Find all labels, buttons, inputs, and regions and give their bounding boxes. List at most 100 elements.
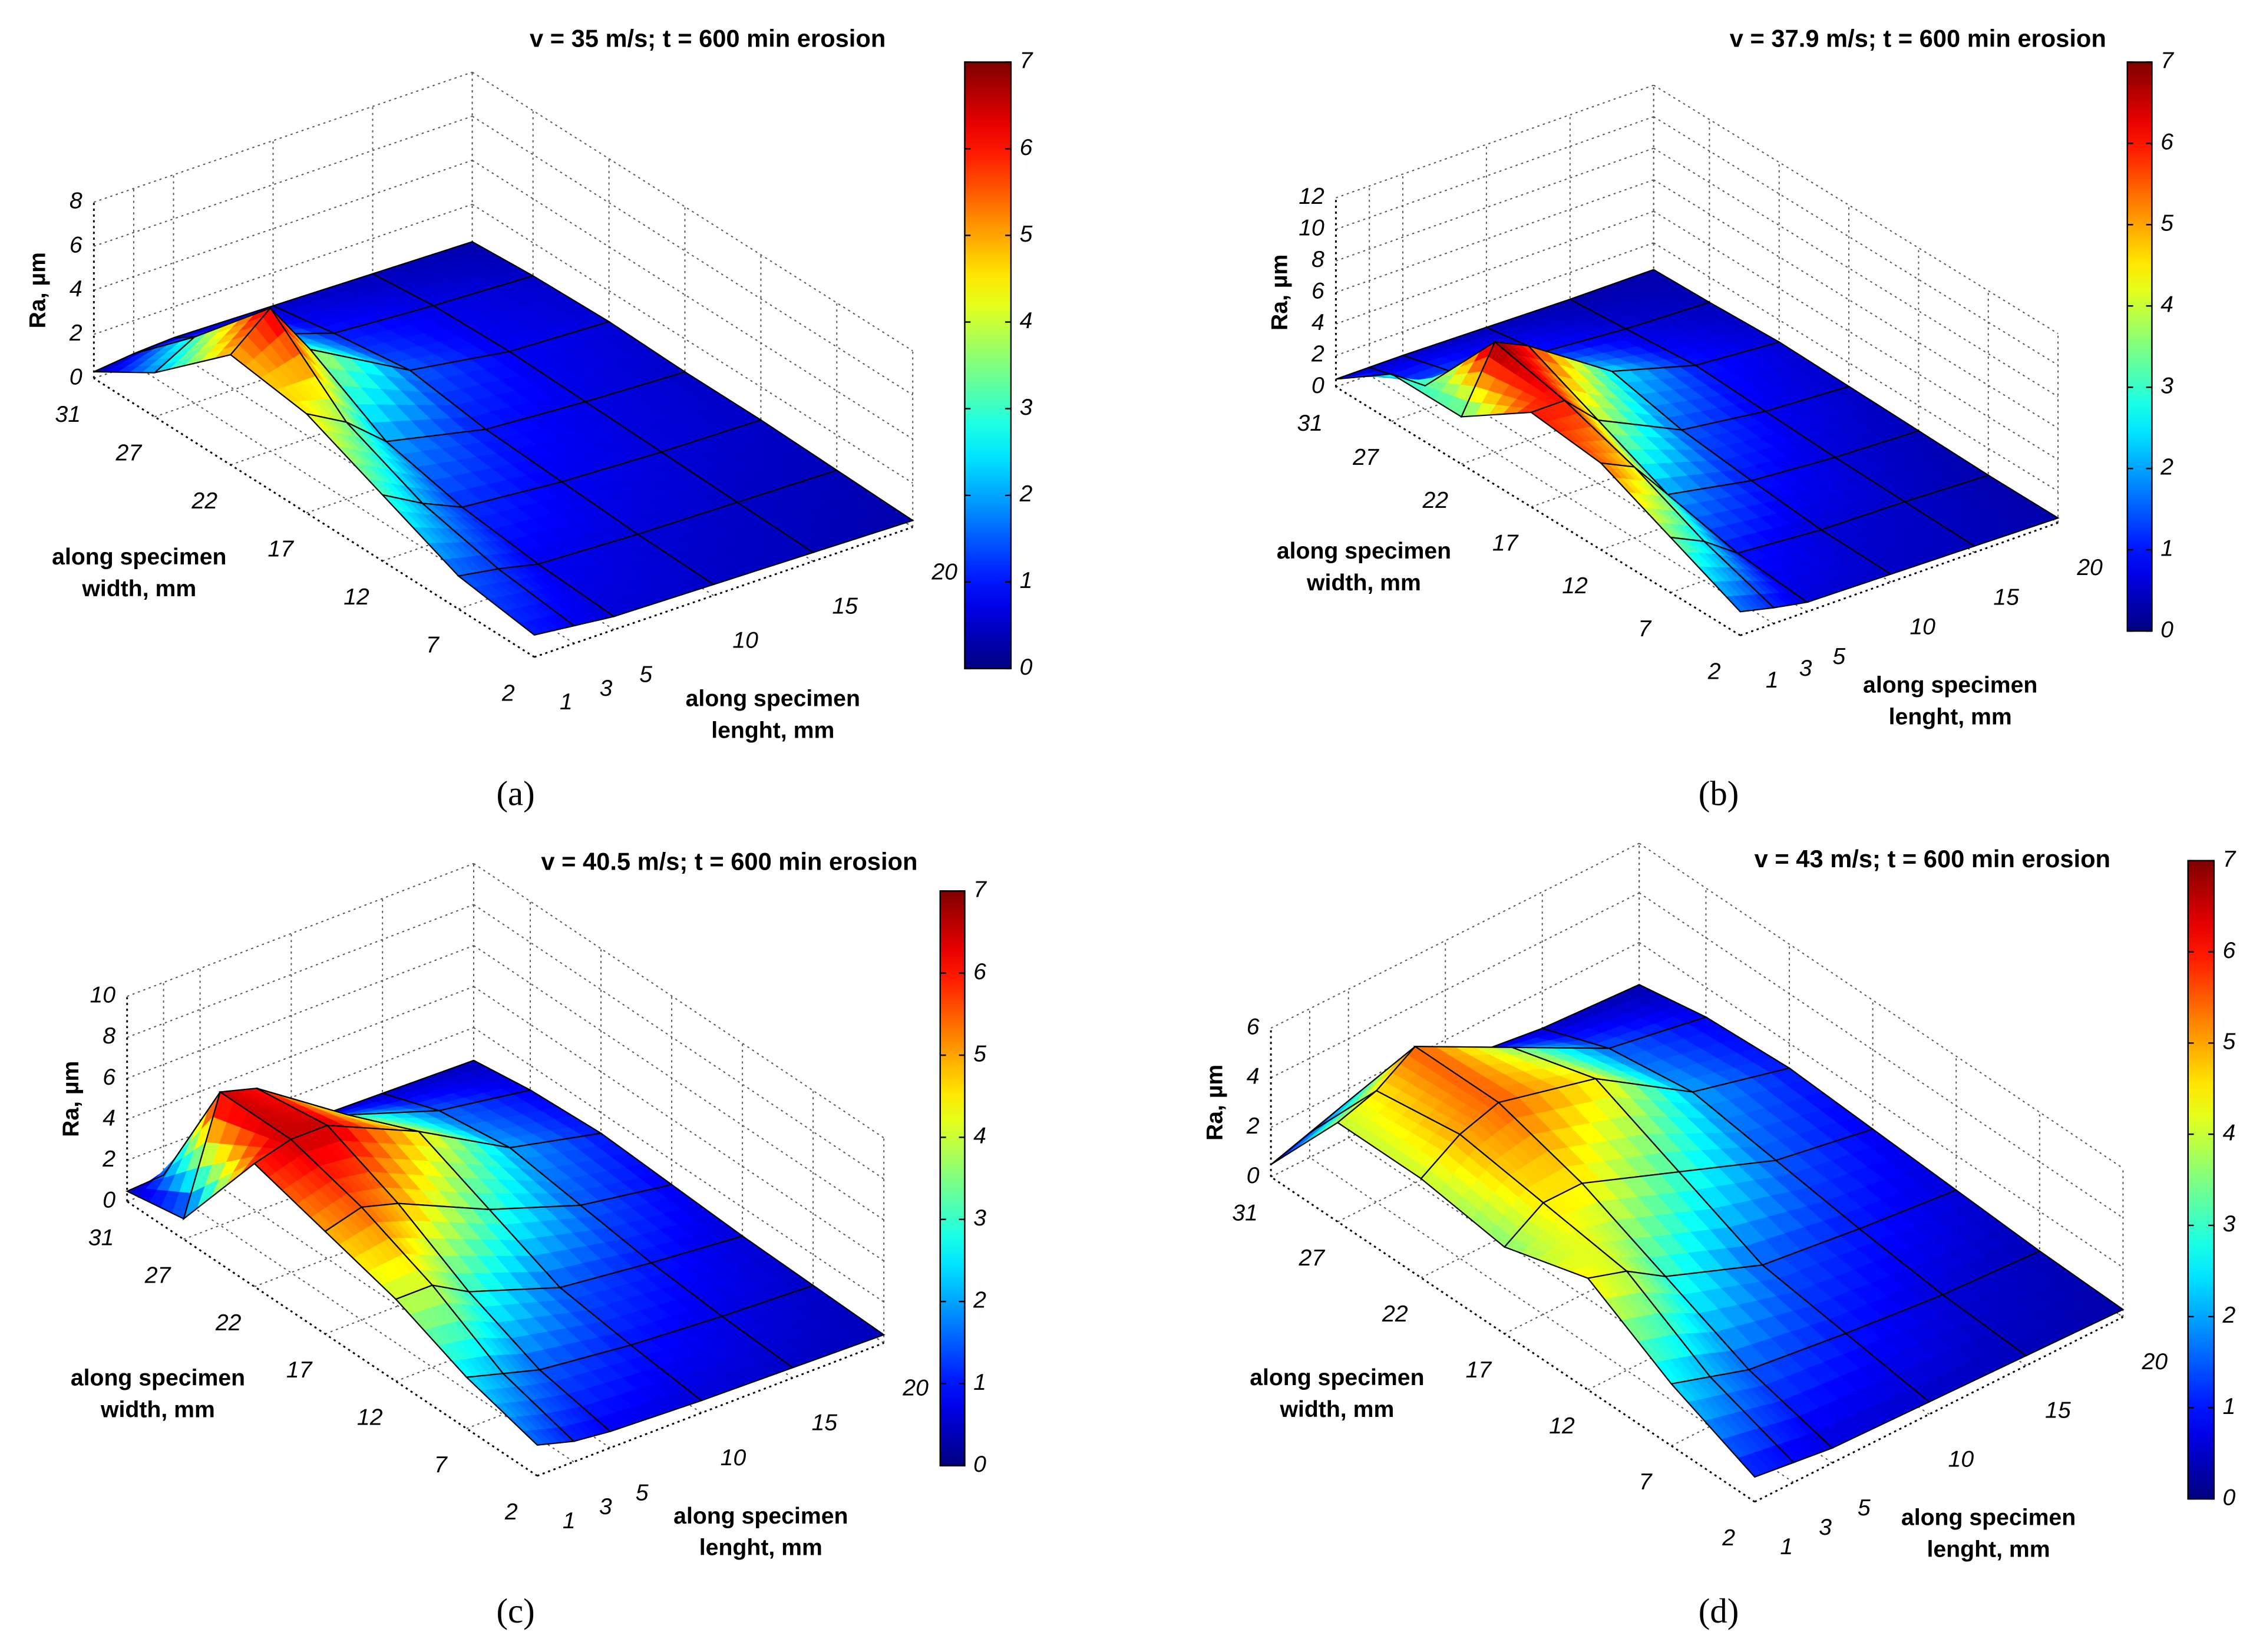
colorbar-tick-label: 5 xyxy=(2160,211,2173,236)
x-tick-label: 5 xyxy=(1832,644,1845,669)
colorbar-tick-label: 5 xyxy=(2223,1029,2236,1055)
z-tick-label: 8 xyxy=(103,1023,115,1049)
z-tick-label: 2 xyxy=(102,1147,115,1172)
colorbar-tick-label: 1 xyxy=(2160,536,2173,561)
z-tick-label: 6 xyxy=(1247,1015,1260,1040)
grid-line xyxy=(1653,116,2059,366)
y-tick-label: 2 xyxy=(501,680,515,706)
y-tick-label: 7 xyxy=(1638,616,1652,642)
z-tick-label: 8 xyxy=(70,189,82,214)
colorbar-tick-label: 6 xyxy=(973,959,986,984)
y-tick-label: 12 xyxy=(343,584,369,610)
colorbar-tick-label: 1 xyxy=(973,1370,986,1395)
x-tick-label: 5 xyxy=(636,1480,649,1505)
y-axis-label: along specimen xyxy=(1277,538,1451,564)
colorbar-tick-label: 5 xyxy=(973,1041,986,1066)
colorbar-tick-label: 4 xyxy=(1020,308,1033,333)
z-axis-label: Ra, µm xyxy=(58,1061,84,1137)
y-axis xyxy=(1270,1176,1756,1503)
colorbar-tick-label: 6 xyxy=(2223,938,2236,963)
z-tick-label: 2 xyxy=(1311,342,1324,367)
grid-line xyxy=(472,71,913,352)
grid-line xyxy=(1270,842,1640,1029)
x-tick-label: 10 xyxy=(721,1445,746,1471)
y-axis-label: width, mm xyxy=(100,1397,215,1423)
colorbar-tick-label: 1 xyxy=(1020,568,1033,593)
x-tick-label: 20 xyxy=(931,559,957,584)
y-tick-label: 7 xyxy=(434,1452,448,1478)
colorbar-tick-label: 0 xyxy=(2223,1485,2236,1511)
grid-line xyxy=(1348,1137,1833,1463)
grid-line xyxy=(1369,374,1775,625)
z-tick-label: 4 xyxy=(1312,310,1324,335)
y-axis-label: width, mm xyxy=(1279,1397,1394,1422)
x-axis-label: lenght, mm xyxy=(711,718,834,743)
z-tick-label: 10 xyxy=(1299,216,1324,241)
y-tick-label: 31 xyxy=(88,1225,114,1250)
grid-line xyxy=(1653,84,2059,335)
grid-line xyxy=(1336,210,1654,325)
x-tick-label: 1 xyxy=(1766,668,1779,693)
z-tick-label: 2 xyxy=(1246,1114,1260,1139)
mesh-cell xyxy=(457,568,576,636)
grid-line xyxy=(1309,1157,1794,1483)
colorbar-tick-label: 0 xyxy=(1020,655,1033,680)
grid-line xyxy=(1638,842,2123,1169)
colorbar-tick-label: 4 xyxy=(973,1124,986,1149)
z-tick-label: 4 xyxy=(1247,1064,1260,1089)
y-tick-label: 22 xyxy=(191,488,217,514)
colorbar-tick-label: 4 xyxy=(2223,1120,2236,1145)
y-tick-label: 17 xyxy=(1466,1357,1493,1383)
x-axis-label: along specimen xyxy=(1901,1505,2076,1530)
y-tick-label: 17 xyxy=(286,1357,313,1383)
colorbar-tick-label: 3 xyxy=(973,1205,986,1231)
x-axis-label: lenght, mm xyxy=(1889,704,2012,729)
x-tick-label: 3 xyxy=(1819,1515,1832,1540)
colorbar xyxy=(2126,61,2153,632)
colorbar-tick-label: 7 xyxy=(973,877,987,903)
y-tick-label: 2 xyxy=(504,1499,518,1525)
colorbar-tick-label: 7 xyxy=(2160,48,2175,74)
x-tick-label: 10 xyxy=(1910,614,1935,640)
colorbar xyxy=(964,61,1012,670)
colorbar-tick-label: 0 xyxy=(973,1452,986,1477)
y-axis xyxy=(1335,386,1741,636)
z-axis-label: Ra, µm xyxy=(1267,255,1293,331)
y-tick-label: 27 xyxy=(115,441,143,466)
panel-label: (c) xyxy=(496,1592,534,1630)
grid-line xyxy=(1336,242,1654,356)
y-tick-label: 27 xyxy=(1298,1245,1326,1271)
grid-line xyxy=(473,863,884,1139)
y-tick-label: 7 xyxy=(426,633,440,658)
colorbar-tick-label: 3 xyxy=(1020,395,1033,420)
x-tick-label: 1 xyxy=(1780,1534,1793,1560)
z-tick-label: 6 xyxy=(70,232,82,257)
colorbar-tick-label: 6 xyxy=(2160,130,2173,155)
grid-line xyxy=(473,986,884,1262)
x-tick-label: 5 xyxy=(1858,1495,1871,1521)
x-tick-label: 3 xyxy=(600,676,613,701)
grid-line xyxy=(1653,242,2059,492)
y-tick-label: 31 xyxy=(55,402,81,427)
y-tick-label: 12 xyxy=(1562,573,1588,599)
x-tick-label: 20 xyxy=(902,1375,929,1400)
chart-title: v = 35 m/s; t = 600 min erosion xyxy=(530,25,886,52)
colorbar-tick-label: 2 xyxy=(973,1287,986,1313)
colorbar-tick-label: 7 xyxy=(2223,847,2237,872)
x-axis-label: lenght, mm xyxy=(1927,1537,2050,1562)
z-tick-label: 10 xyxy=(90,983,115,1008)
y-tick-label: 31 xyxy=(1232,1201,1258,1226)
grid-line xyxy=(472,115,913,396)
y-tick-label: 17 xyxy=(1492,530,1519,556)
grid-line xyxy=(1638,892,2123,1218)
colorbar-tick-label: 2 xyxy=(2160,455,2173,480)
grid-line xyxy=(1653,210,2059,461)
x-tick-label: 20 xyxy=(2142,1349,2168,1375)
colorbar xyxy=(939,890,966,1467)
chart-title: v = 43 m/s; t = 600 min erosion xyxy=(1755,845,2110,873)
colorbar-tick-label: 3 xyxy=(2160,374,2173,399)
y-tick-label: 27 xyxy=(144,1263,172,1288)
